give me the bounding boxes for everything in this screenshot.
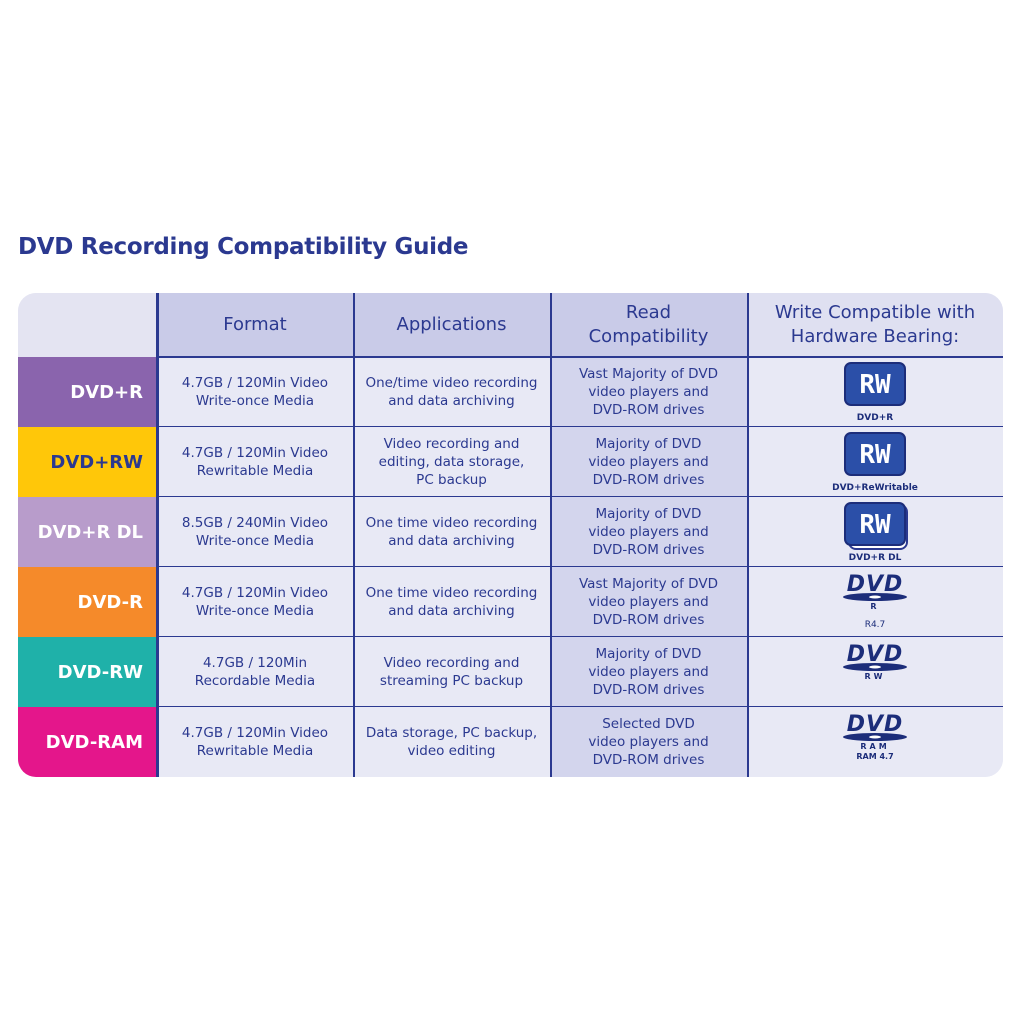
logo-badge: [844, 362, 906, 406]
row-divider: [157, 496, 1003, 497]
logo-badge: [844, 432, 906, 476]
logo-mark: DVD: [847, 712, 904, 737]
logo-hole: [869, 735, 881, 739]
row-label: DVD+RW: [18, 427, 157, 497]
cell-format: 4.7GB / 120Min Video Rewritable Media: [157, 427, 353, 497]
logo: DVD RW: [843, 642, 907, 681]
header-blank: [18, 293, 157, 357]
logo-mark: RW: [859, 510, 891, 540]
logo-badge: [844, 502, 906, 546]
column-divider: [353, 293, 355, 777]
logo-caption: DVD+R DL: [849, 553, 902, 563]
logo-sub: RW: [865, 672, 886, 681]
column-header: Write Compatible with Hardware Bearing:: [747, 293, 1003, 357]
logo-mark: DVD: [847, 572, 904, 597]
logo-hole: [869, 665, 881, 669]
logo-caption: DVD+R: [857, 413, 893, 423]
logo-sub: RAM: [860, 742, 889, 751]
cell-read: Selected DVD video players and DVD-ROM d…: [550, 707, 747, 777]
row-label: DVD-RAM: [18, 707, 157, 777]
cell-applications: One/time video recording and data archiv…: [353, 357, 550, 427]
logo: RW DVD+R DL: [844, 502, 908, 563]
column-header: Read Compatibility: [550, 293, 747, 357]
logo-cell: DVD RW: [747, 637, 1003, 707]
row-label: DVD-RW: [18, 637, 157, 707]
column-divider: [747, 293, 749, 777]
cell-format: 8.5GB / 240Min Video Write-once Media: [157, 497, 353, 567]
logo-cell: DVD RAM RAM 4.7: [747, 707, 1003, 777]
cell-format: 4.7GB / 120Min Recordable Media: [157, 637, 353, 707]
row-label: DVD+R: [18, 357, 157, 427]
row-divider: [157, 636, 1003, 637]
row-divider: [157, 706, 1003, 707]
logo-note: RAM 4.7: [856, 752, 893, 761]
title: DVD Recording Compatibility Guide: [18, 234, 469, 260]
cell-applications: One time video recording and data archiv…: [353, 567, 550, 637]
row-divider: [157, 426, 1003, 427]
logo-mark: DVD: [847, 642, 904, 667]
logo-mark: RW: [859, 440, 891, 470]
cell-applications: Video recording and streaming PC backup: [353, 637, 550, 707]
logo: DVD R R4.7: [843, 572, 907, 630]
logo-cell: RW DVD+ReWritable: [747, 427, 1003, 497]
cell-format: 4.7GB / 120Min Video Write-once Media: [157, 567, 353, 637]
logo-note: R4.7: [865, 620, 886, 630]
row-divider: [157, 566, 1003, 567]
row-label: DVD+R DL: [18, 497, 157, 567]
logo-cell: DVD R R4.7: [747, 567, 1003, 637]
logo-cell: RW DVD+R DL: [747, 497, 1003, 567]
cell-read: Majority of DVD video players and DVD-RO…: [550, 497, 747, 567]
logo-hole: [869, 595, 881, 599]
cell-read: Vast Majority of DVD video players and D…: [550, 567, 747, 637]
cell-applications: Video recording and editing, data storag…: [353, 427, 550, 497]
column-divider: [550, 293, 552, 777]
logo: RW DVD+ReWritable: [832, 432, 918, 493]
column-divider: [156, 293, 159, 777]
row-label: DVD-R: [18, 567, 157, 637]
cell-read: Vast Majority of DVD video players and D…: [550, 357, 747, 427]
cell-read: Majority of DVD video players and DVD-RO…: [550, 427, 747, 497]
cell-read: Majority of DVD video players and DVD-RO…: [550, 637, 747, 707]
cell-applications: One time video recording and data archiv…: [353, 497, 550, 567]
cell-format: 4.7GB / 120Min Video Write-once Media: [157, 357, 353, 427]
logo-cell: RW DVD+R: [747, 357, 1003, 427]
cell-applications: Data storage, PC backup, video editing: [353, 707, 550, 777]
logo-sub: R: [870, 602, 879, 611]
compat-table: Format Applications Read Compatibility Writ…: [18, 293, 1003, 777]
column-header: Format: [157, 293, 353, 357]
column-header: Applications: [353, 293, 550, 357]
logo-mark: RW: [859, 370, 891, 400]
header-divider: [157, 356, 1003, 358]
logo-caption: DVD+ReWritable: [832, 483, 918, 493]
cell-format: 4.7GB / 120Min Video Rewritable Media: [157, 707, 353, 777]
logo: RW DVD+R: [844, 362, 906, 423]
